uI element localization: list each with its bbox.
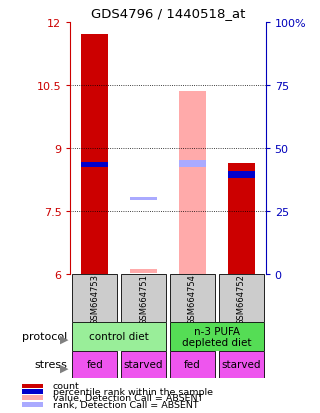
- Bar: [228, 164, 255, 275]
- Bar: [72, 275, 117, 322]
- Bar: [179, 92, 206, 275]
- Bar: [81, 163, 108, 168]
- Bar: [72, 351, 117, 378]
- Text: fed: fed: [86, 359, 103, 370]
- Text: starved: starved: [221, 359, 261, 370]
- Text: stress: stress: [34, 359, 67, 370]
- Bar: [219, 275, 264, 322]
- Bar: [22, 396, 44, 400]
- Text: control diet: control diet: [89, 332, 149, 342]
- Bar: [121, 351, 166, 378]
- Bar: [170, 322, 264, 351]
- Bar: [219, 351, 264, 378]
- Text: GSM664754: GSM664754: [188, 273, 197, 324]
- Bar: [72, 322, 166, 351]
- Text: count: count: [52, 382, 79, 391]
- Bar: [228, 172, 255, 178]
- Bar: [179, 160, 206, 168]
- Bar: [22, 402, 44, 407]
- Text: ▶: ▶: [60, 363, 69, 373]
- Bar: [130, 197, 157, 201]
- Bar: [121, 275, 166, 322]
- Bar: [170, 275, 215, 322]
- Text: ▶: ▶: [60, 334, 69, 344]
- Text: starved: starved: [124, 359, 163, 370]
- Text: percentile rank within the sample: percentile rank within the sample: [52, 387, 212, 396]
- Text: rank, Detection Call = ABSENT: rank, Detection Call = ABSENT: [52, 400, 198, 409]
- Bar: [22, 389, 44, 394]
- Text: GSM664752: GSM664752: [237, 273, 246, 324]
- Text: GSM664753: GSM664753: [90, 273, 99, 324]
- Text: fed: fed: [184, 359, 201, 370]
- Text: n-3 PUFA
depleted diet: n-3 PUFA depleted diet: [182, 326, 252, 347]
- Text: value, Detection Call = ABSENT: value, Detection Call = ABSENT: [52, 393, 203, 402]
- Bar: [81, 36, 108, 275]
- Bar: [22, 384, 44, 389]
- Bar: [170, 351, 215, 378]
- Title: GDS4796 / 1440518_at: GDS4796 / 1440518_at: [91, 7, 245, 20]
- Text: GSM664751: GSM664751: [139, 273, 148, 324]
- Text: protocol: protocol: [22, 332, 67, 342]
- Bar: [130, 270, 157, 273]
